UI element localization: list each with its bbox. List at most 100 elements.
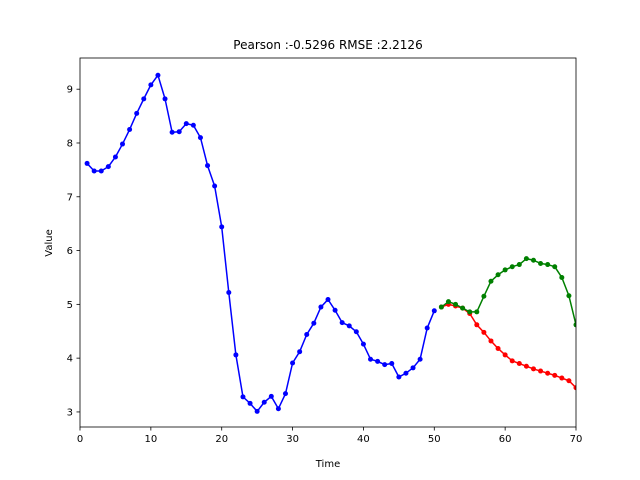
series-1-point	[91, 168, 97, 174]
series-1-point	[98, 168, 104, 174]
y-axis-label: Value	[44, 229, 55, 256]
series-3-point	[573, 322, 576, 328]
axes-layer: 0 10 20 30 40 50 60 70 3 4 5 6 7 8 9	[67, 57, 583, 445]
series-1-point	[282, 391, 288, 397]
series-3-point	[460, 305, 466, 311]
y-tick-label: 7	[67, 192, 73, 203]
series-2-point	[474, 322, 480, 328]
series-3-point	[566, 293, 572, 299]
series-1-point	[183, 121, 189, 127]
y-tick-label: 6	[67, 246, 73, 257]
series-3-point	[453, 301, 459, 307]
series-2-point	[559, 375, 565, 381]
series-3-point	[530, 257, 536, 263]
series-1-point	[226, 290, 232, 296]
series-1-point	[389, 361, 395, 367]
series-1-point	[424, 325, 430, 331]
y-tick-label: 9	[67, 85, 73, 96]
series-2-point	[530, 366, 536, 372]
series-1	[84, 72, 437, 414]
series-1-point	[212, 183, 218, 189]
series-1-point	[368, 356, 374, 362]
series-1-point	[403, 370, 409, 376]
series-1-point	[162, 96, 168, 102]
series-3-point	[445, 299, 451, 305]
series-1-point	[382, 362, 388, 368]
series-3-point	[516, 262, 522, 268]
x-tick-label: 60	[499, 434, 512, 445]
plot-frame	[79, 57, 577, 428]
series-2-point	[545, 370, 551, 376]
series-1-point	[105, 164, 111, 170]
series-1-point	[240, 394, 246, 400]
series-2-point	[509, 358, 515, 364]
series-3-point	[488, 278, 494, 284]
series-2-point	[481, 329, 487, 335]
series-3-point	[538, 260, 544, 266]
series-1-point	[84, 160, 90, 166]
series-2-point	[538, 368, 544, 374]
series-3-point	[495, 272, 501, 278]
series-3-point	[523, 256, 529, 262]
series-1-point	[190, 122, 196, 128]
chart-title: Pearson :-0.5296 RMSE :2.2126	[233, 38, 422, 52]
y-tick-label: 5	[67, 300, 73, 311]
series-1-point	[148, 82, 154, 88]
series-1-point	[120, 141, 126, 147]
series-1-point	[332, 307, 338, 313]
series-1-point	[290, 360, 296, 366]
series-2-point	[495, 345, 501, 351]
series-3-point	[467, 309, 473, 315]
series-3-point	[545, 262, 551, 268]
series-layer	[84, 72, 576, 414]
series-1-point	[353, 329, 359, 335]
series-1-point	[396, 374, 402, 380]
series-1-point	[275, 406, 281, 412]
series-2-point	[552, 372, 558, 378]
x-tick-label: 0	[77, 434, 83, 445]
series-2-point	[566, 378, 572, 384]
series-1-point	[346, 323, 352, 329]
series-1-point	[410, 365, 416, 371]
series-3	[438, 256, 576, 328]
series-1-point	[155, 72, 161, 78]
series-2-point	[516, 361, 522, 367]
series-1-point	[141, 96, 147, 102]
series-1-point	[375, 358, 381, 364]
series-1-point	[261, 399, 267, 405]
x-tick-label: 10	[144, 434, 157, 445]
series-1-point	[297, 349, 303, 355]
series-1-point	[169, 129, 175, 135]
series-1-point	[134, 110, 140, 116]
x-tick-label: 50	[428, 434, 441, 445]
series-3-point	[559, 274, 565, 280]
series-1-point	[268, 393, 274, 399]
series-1-point	[417, 356, 423, 362]
series-1-point	[325, 297, 331, 303]
y-tick-label: 3	[67, 407, 73, 418]
series-1-point	[197, 135, 203, 141]
series-3-point	[481, 293, 487, 299]
series-1-point	[304, 331, 310, 337]
series-1-point	[360, 341, 366, 347]
series-1-point	[176, 129, 182, 135]
series-1-point	[219, 224, 225, 230]
y-tick-label: 4	[67, 354, 73, 365]
series-2-point	[488, 338, 494, 344]
series-3-point	[502, 267, 508, 273]
series-2-point	[573, 385, 576, 391]
series-1-point	[112, 154, 118, 160]
series-3-point	[438, 304, 444, 310]
series-1-point	[318, 304, 324, 310]
y-tick-label: 8	[67, 138, 73, 149]
series-3-point	[509, 264, 515, 270]
series-1-point	[311, 320, 317, 326]
x-tick-label: 30	[286, 434, 299, 445]
series-3-point	[552, 264, 558, 270]
series-1-point	[205, 163, 211, 169]
x-tick-label: 70	[570, 434, 583, 445]
series-2-point	[523, 363, 529, 369]
series-1-point	[127, 127, 133, 133]
x-axis-label: Time	[315, 459, 340, 470]
